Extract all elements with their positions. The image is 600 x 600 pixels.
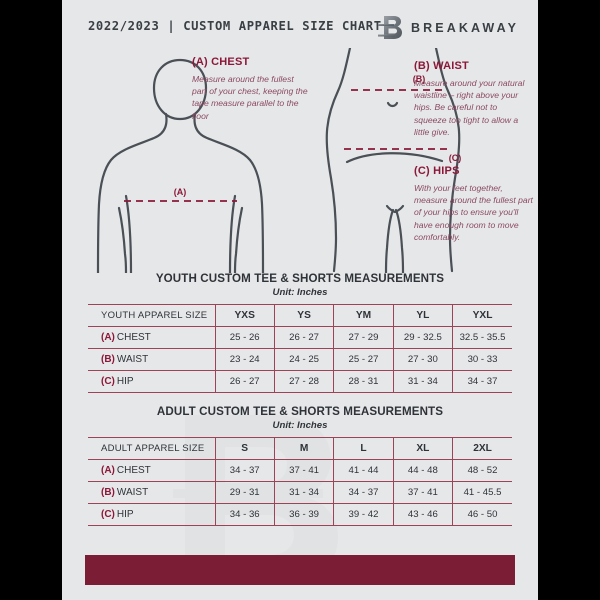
adult-waist-l: 34 - 37 (333, 481, 394, 504)
table-row: (A) CHEST 25 - 26 26 - 27 27 - 29 29 - 32… (88, 326, 512, 349)
hip-measure-label: (C) (449, 153, 462, 163)
youth-size-yxs: YXS (214, 304, 275, 327)
breakaway-b-logo-icon (378, 16, 402, 39)
note-hips-body: With your feet together, measure around … (414, 183, 533, 242)
page-header: 2022/2023 | CUSTOM APPAREL SIZE CHART BR… (62, 0, 538, 55)
youth-header-label: YOUTH APPAREL SIZE (88, 304, 215, 327)
adult-chest-l: 41 - 44 (333, 459, 394, 482)
table-row: (C) HIP 34 - 36 36 - 39 39 - 42 43 - 46 4… (88, 503, 512, 526)
youth-waist-ys: 24 - 25 (273, 348, 334, 371)
row-tag-c: (C) (101, 509, 115, 520)
measurement-diagram: (A) (B) (C) (A) CHEST M (62, 48, 538, 273)
row-tag-b: (B) (101, 487, 115, 498)
row-label-text: CHEST (116, 332, 151, 343)
table-row: (A) CHEST 34 - 37 37 - 41 41 - 44 44 - 48… (88, 459, 512, 482)
adult-chest-2xl: 48 - 52 (452, 459, 512, 482)
adult-size-l: L (333, 437, 394, 460)
youth-table-unit: Unit: Inches (272, 287, 328, 298)
row-tag-a: (A) (101, 332, 115, 343)
adult-waist-xl: 37 - 41 (392, 481, 453, 504)
youth-waist-yxl: 30 - 33 (452, 348, 512, 371)
table-row: (B) WAIST 23 - 24 24 - 25 25 - 27 27 - 30… (88, 348, 512, 371)
youth-row-chest-label: (A) CHEST (88, 326, 215, 349)
youth-table-title: YOUTH CUSTOM TEE & SHORTS MEASUREMENTS (155, 272, 445, 285)
row-label-text: HIP (116, 509, 134, 520)
youth-hip-yxs: 26 - 27 (214, 370, 275, 393)
youth-row-hip-label: (C) HIP (88, 370, 215, 393)
youth-waist-ym: 25 - 27 (333, 348, 394, 371)
youth-size-table: YOUTH APPAREL SIZE YXS YS YM YL YXL (A) C… (88, 304, 512, 393)
adult-size-2xl: 2XL (452, 437, 512, 460)
adult-table-block: ADULT CUSTOM TEE & SHORTS MEASUREMENTS U… (88, 405, 512, 526)
youth-chest-yl: 29 - 32.5 (392, 326, 453, 349)
row-tag-b: (B) (101, 354, 115, 365)
adult-size-table: ADULT APPAREL SIZE S M L XL 2XL (A) CHEST… (88, 437, 512, 526)
adult-row-waist-label: (B) WAIST (88, 481, 215, 504)
note-hips: (C) HIPS With your feet together, measur… (414, 165, 534, 243)
page-title: 2022/2023 | CUSTOM APPAREL SIZE CHART (88, 19, 382, 33)
adult-chest-xl: 44 - 48 (392, 459, 453, 482)
adult-row-hip-label: (C) HIP (88, 503, 215, 526)
youth-hip-yxl: 34 - 37 (452, 370, 512, 393)
note-chest-body: Measure around the fullest part of your … (192, 74, 308, 121)
adult-size-m: M (273, 437, 334, 460)
adult-header-label: ADULT APPAREL SIZE (88, 437, 215, 460)
footer-accent-bar (85, 555, 515, 585)
adult-hip-l: 39 - 42 (333, 503, 394, 526)
note-waist-body: Measure around your natural waistline – … (414, 78, 525, 137)
waist-measure-label: (B) (413, 74, 426, 84)
youth-chest-ym: 27 - 29 (333, 326, 394, 349)
youth-waist-yxs: 23 - 24 (214, 348, 275, 371)
adult-chest-m: 37 - 41 (273, 459, 334, 482)
youth-waist-yl: 27 - 30 (392, 348, 453, 371)
adult-size-s: S (214, 437, 275, 460)
adult-row-chest-label: (A) CHEST (88, 459, 215, 482)
row-tag-c: (C) (101, 376, 115, 387)
note-chest-title: (A) CHEST (192, 56, 250, 68)
adult-hip-m: 36 - 39 (273, 503, 334, 526)
note-waist: (B) WAIST Measure around your natural wa… (414, 60, 530, 138)
adult-hip-2xl: 46 - 50 (452, 503, 512, 526)
adult-hip-xl: 43 - 46 (392, 503, 453, 526)
youth-chest-yxl: 32.5 - 35.5 (452, 326, 512, 349)
note-waist-title: (B) WAIST (414, 60, 469, 72)
chest-measure-label: (A) (174, 187, 187, 197)
table-row: (B) WAIST 29 - 31 31 - 34 34 - 37 37 - 41… (88, 481, 512, 504)
adult-waist-m: 31 - 34 (273, 481, 334, 504)
youth-hip-yl: 31 - 34 (392, 370, 453, 393)
brand-name: BREAKAWAY (411, 21, 520, 35)
adult-header-row: ADULT APPAREL SIZE S M L XL 2XL (88, 437, 512, 460)
youth-header-row: YOUTH APPAREL SIZE YXS YS YM YL YXL (88, 304, 512, 327)
adult-waist-2xl: 41 - 45.5 (452, 481, 512, 504)
size-chart-page: 2022/2023 | CUSTOM APPAREL SIZE CHART BR… (62, 0, 538, 600)
row-label-text: WAIST (116, 487, 149, 498)
youth-size-ys: YS (273, 304, 334, 327)
row-label-text: HIP (116, 376, 134, 387)
youth-row-waist-label: (B) WAIST (88, 348, 215, 371)
youth-hip-ys: 27 - 28 (273, 370, 334, 393)
adult-table-unit: Unit: Inches (272, 420, 328, 431)
table-row: (C) HIP 26 - 27 27 - 28 28 - 31 31 - 34 3… (88, 370, 512, 393)
adult-table-title: ADULT CUSTOM TEE & SHORTS MEASUREMENTS (156, 405, 444, 418)
adult-size-xl: XL (392, 437, 453, 460)
youth-size-yl: YL (392, 304, 453, 327)
youth-size-ym: YM (333, 304, 394, 327)
youth-hip-ym: 28 - 31 (333, 370, 394, 393)
adult-hip-s: 34 - 36 (214, 503, 275, 526)
row-label-text: CHEST (116, 465, 151, 476)
note-chest: (A) CHEST Measure around the fullest par… (192, 56, 310, 122)
youth-chest-yxs: 25 - 26 (214, 326, 275, 349)
note-hips-title: (C) HIPS (414, 165, 460, 177)
brand-lockup: BREAKAWAY (377, 14, 519, 42)
adult-chest-s: 34 - 37 (214, 459, 275, 482)
adult-waist-s: 29 - 31 (214, 481, 275, 504)
youth-table-block: YOUTH CUSTOM TEE & SHORTS MEASUREMENTS U… (88, 272, 512, 393)
youth-size-yxl: YXL (452, 304, 512, 327)
row-label-text: WAIST (116, 354, 149, 365)
youth-chest-ys: 26 - 27 (273, 326, 334, 349)
row-tag-a: (A) (101, 465, 115, 476)
